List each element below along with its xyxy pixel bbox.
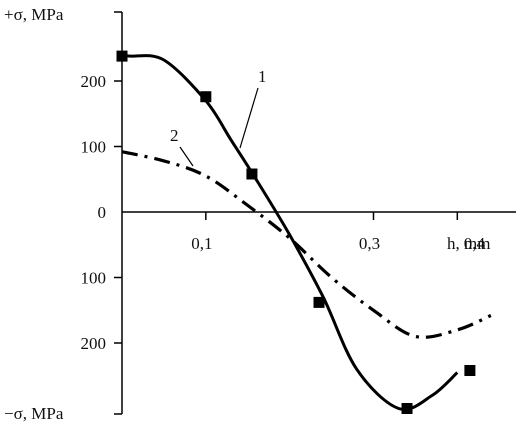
x-tick-label: 0,3 xyxy=(359,234,380,253)
x-tick-label: 0,4 xyxy=(464,234,486,253)
tick-labels: 200 100 0 100 200 0,1 0,3 0,4 xyxy=(81,72,486,353)
y-axis-bottom-label: −σ, MPa xyxy=(4,404,64,423)
curve-1-leader xyxy=(239,87,259,149)
y-axis-top-label: +σ, MPa xyxy=(4,5,64,24)
axes xyxy=(114,11,516,415)
curves xyxy=(121,54,492,411)
y-tick-label: 100 xyxy=(81,269,107,288)
curve-1-label: 1 xyxy=(258,67,267,86)
curve-1-marker xyxy=(401,403,413,414)
curve-1-marker xyxy=(116,50,128,62)
curve-2-leader xyxy=(179,146,194,167)
y-tick-label: 200 xyxy=(81,72,107,91)
curve-1-marker xyxy=(313,296,325,308)
curve-1-marker xyxy=(200,91,212,103)
curve-1-line xyxy=(121,54,459,411)
leader-lines xyxy=(179,87,259,167)
ticks xyxy=(114,80,459,344)
curve-2-label: 2 xyxy=(170,126,179,145)
curve-1-marker xyxy=(246,168,258,180)
markers xyxy=(116,50,476,414)
curve-2-line xyxy=(121,150,492,339)
x-axis-unit-label: h, mm xyxy=(447,234,490,253)
y-tick-label: 100 xyxy=(81,138,107,157)
y-tick-label: 0 xyxy=(98,203,107,222)
y-tick-label: 200 xyxy=(81,334,107,353)
x-tick-label: 0,1 xyxy=(191,234,212,253)
curve-1-marker xyxy=(464,365,476,377)
